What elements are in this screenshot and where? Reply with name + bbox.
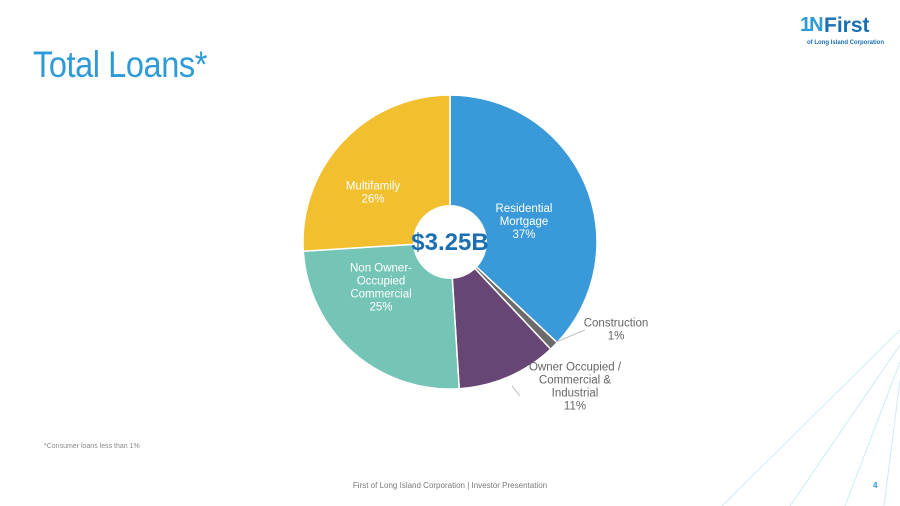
slice-label: Owner Occupied / Commercial & Industrial 11… (529, 362, 622, 413)
footer-text: First of Long Island Corporation | Inves… (352, 481, 548, 490)
logo-subtitle: of Long Island Corporation (807, 40, 884, 46)
slice-label: Construction 1% (584, 318, 649, 343)
pie-slice-multifamily (302, 94, 451, 253)
leader-line (511, 385, 521, 397)
slice-label: Non Owner-Occupied Commercial 25% (350, 263, 412, 314)
donut-center-hole (413, 205, 487, 279)
leader-line (555, 329, 586, 343)
slice-label: Multifamily 26% (346, 181, 401, 206)
pie-slice-non-owner-occupied-commercial (302, 241, 461, 390)
logo-mark: 1N (800, 14, 824, 36)
footnote: *Consumer loans less than 1% (44, 443, 140, 450)
pie-slice-owner-occupied-commercial-industrial (449, 239, 552, 390)
pie-slice-residential-mortgage (449, 94, 598, 344)
center-total-label: $3.25B (411, 229, 488, 256)
slide-title: Total Loans* (33, 44, 207, 85)
page-number: 4 (873, 481, 878, 490)
logo-name: First (824, 14, 870, 37)
slice-label: Residential Mortgage 37% (496, 203, 553, 241)
company-logo: 1N First of Long Island Corporation (798, 14, 898, 54)
